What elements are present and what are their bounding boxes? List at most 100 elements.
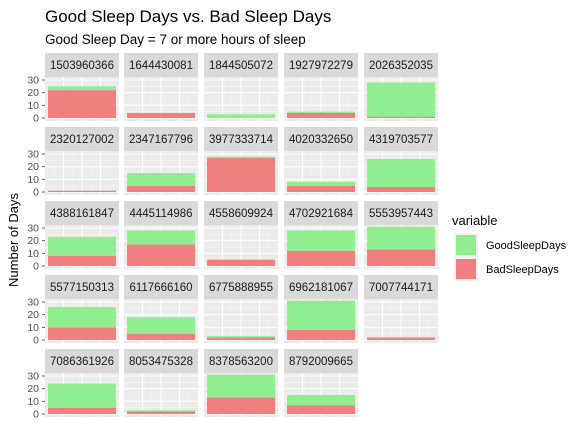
facet-panel: 4558609924	[204, 201, 278, 269]
facet-strip	[284, 275, 358, 299]
bar-bad-sleep-days	[367, 337, 435, 340]
facet-strip-label: 4702921684	[289, 208, 354, 220]
facet-strip-label: 8378563200	[209, 356, 273, 368]
facet-strip-label: 1644430081	[129, 60, 193, 72]
bar-good-sleep-days	[287, 300, 355, 330]
bar-good-sleep-days	[48, 307, 116, 328]
y-tick-label: 30	[27, 223, 39, 235]
facet-strip	[124, 53, 198, 77]
legend-key-swatch	[456, 259, 476, 279]
legend-label: BadSleepDays	[486, 264, 559, 276]
bar-good-sleep-days	[127, 230, 195, 245]
facet-panel: 7007744171	[364, 275, 438, 343]
chart-title: Good Sleep Days vs. Bad Sleep Days	[45, 7, 331, 26]
y-tick-label: 20	[27, 235, 39, 247]
bar-good-sleep-days	[287, 395, 355, 406]
y-tick-label: 10	[27, 248, 39, 260]
bar-good-sleep-days	[287, 111, 355, 113]
y-tick-label: 10	[27, 322, 39, 334]
y-tick-label: 30	[27, 297, 39, 309]
bar-good-sleep-days	[48, 236, 116, 256]
bar-good-sleep-days	[207, 336, 275, 338]
legend-title: variable	[452, 213, 498, 228]
bar-bad-sleep-days	[127, 185, 195, 192]
facet-strip	[45, 53, 119, 77]
y-tick-label: 0	[33, 113, 39, 125]
facet-panel: 1844505072	[204, 53, 278, 121]
y-tick-label: 0	[33, 409, 39, 421]
bar-bad-sleep-days	[287, 112, 355, 118]
facet-strip	[45, 201, 119, 225]
facet-strip-label: 4388161847	[50, 208, 114, 220]
bar-bad-sleep-days	[48, 90, 116, 118]
facet-strip-label: 8792009665	[289, 356, 353, 368]
bar-good-sleep-days	[287, 230, 355, 251]
y-tick-label: 30	[27, 371, 39, 383]
facet-strip	[204, 349, 278, 373]
bar-good-sleep-days	[367, 159, 435, 187]
bar-bad-sleep-days	[207, 397, 275, 414]
bar-good-sleep-days	[207, 114, 275, 118]
bar-bad-sleep-days	[287, 405, 355, 414]
bar-bad-sleep-days	[287, 329, 355, 340]
facet-strip-label: 1927972279	[289, 60, 353, 72]
facet-panel: 4319703577	[364, 127, 438, 195]
bar-good-sleep-days	[207, 156, 275, 158]
facet-strip-label: 4445114986	[129, 208, 192, 220]
y-tick-label: 0	[33, 261, 39, 273]
facet-strip	[364, 127, 438, 151]
facet-panel: 6117666160	[124, 275, 198, 343]
bar-good-sleep-days	[127, 317, 195, 334]
bar-good-sleep-days	[48, 383, 116, 408]
bar-bad-sleep-days	[367, 186, 435, 192]
facet-strip-label: 2026352035	[369, 60, 433, 72]
bar-good-sleep-days	[207, 374, 275, 398]
facet-strip	[284, 127, 358, 151]
legend: variable GoodSleepDays BadSleepDays	[452, 213, 567, 281]
facet-strip-label: 5553957443	[369, 208, 433, 220]
y-tick-label: 10	[27, 174, 39, 186]
y-tick-label: 10	[27, 100, 39, 112]
bar-bad-sleep-days	[48, 407, 116, 414]
facet-strip-label: 4558609924	[209, 208, 274, 220]
facet-strip-label: 6962181067	[289, 282, 353, 294]
facet-panel: 2347167796	[124, 127, 198, 195]
facet-panel: 8378563200	[204, 349, 278, 417]
bar-bad-sleep-days	[48, 327, 116, 340]
facet-strip	[124, 349, 198, 373]
facet-strip	[204, 127, 278, 151]
y-tick-label: 30	[27, 149, 39, 161]
facet-strip	[45, 127, 119, 151]
bar-good-sleep-days	[127, 173, 195, 186]
y-tick-label: 0	[33, 187, 39, 199]
facet-panel: 3977333714	[204, 127, 278, 195]
facet-panel: 5553957443	[364, 201, 438, 269]
facet-strip	[45, 275, 119, 299]
facet-panel: 6775888955	[204, 275, 278, 343]
bar-bad-sleep-days	[367, 116, 435, 118]
bar-bad-sleep-days	[287, 185, 355, 192]
bar-bad-sleep-days	[207, 337, 275, 340]
bar-bad-sleep-days	[127, 411, 195, 414]
facet-strip-label: 1844505072	[209, 60, 273, 72]
facet-strip-label: 7086361926	[50, 356, 114, 368]
legend-key-swatch	[456, 235, 476, 255]
y-tick-label: 0	[33, 335, 39, 347]
bar-bad-sleep-days	[207, 157, 275, 192]
y-tick-label: 10	[27, 396, 39, 408]
facet-panel: 1644430081	[124, 53, 198, 121]
facet-strip-label: 3977333714	[209, 134, 274, 146]
facet-strip	[364, 53, 438, 77]
facet-strip	[364, 201, 438, 225]
facet-strip-label: 1503960366	[50, 60, 114, 72]
bar-good-sleep-days	[127, 410, 195, 412]
legend-label: GoodSleepDays	[486, 240, 567, 252]
facet-strip-label: 6775888955	[209, 282, 273, 294]
facet-strip	[284, 53, 358, 77]
